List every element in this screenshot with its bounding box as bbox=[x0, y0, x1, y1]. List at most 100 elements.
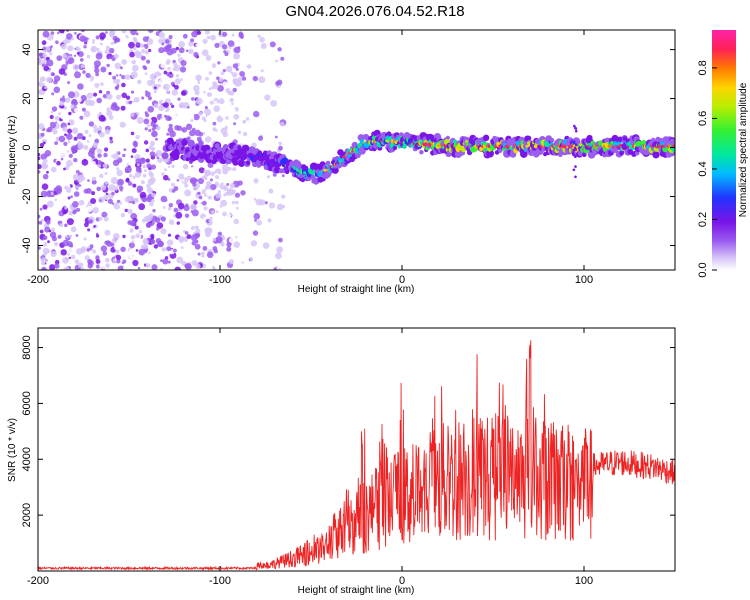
spectrogram-blob bbox=[253, 178, 259, 184]
spectrogram-blob bbox=[203, 169, 207, 173]
spectrogram-blob bbox=[257, 34, 261, 38]
spectrogram-blob bbox=[57, 31, 60, 35]
ridge-blob bbox=[300, 177, 306, 183]
spectrogram-blob bbox=[124, 196, 131, 203]
spectrogram-blob bbox=[207, 162, 214, 168]
spectrogram-blob bbox=[177, 202, 185, 210]
spectrogram-blob bbox=[212, 121, 217, 126]
spectrogram-blob bbox=[147, 30, 154, 33]
spectrogram-blob bbox=[117, 265, 124, 270]
spectrogram-blob bbox=[191, 97, 195, 101]
spectrogram-frame bbox=[37, 29, 676, 271]
spectrogram-blob bbox=[49, 52, 53, 56]
spectrogram-blob bbox=[38, 246, 41, 250]
spectrogram-blob bbox=[172, 84, 176, 88]
spectrogram-blob bbox=[42, 53, 47, 58]
spectrogram-blob bbox=[150, 239, 156, 245]
spectrogram-blob bbox=[137, 79, 142, 85]
spectrogram-blob bbox=[218, 77, 224, 82]
spectrogram-blob bbox=[143, 140, 149, 145]
spectrogram-blob bbox=[42, 247, 50, 254]
spectrogram-blob bbox=[54, 259, 60, 265]
spectrogram-blob bbox=[190, 203, 197, 211]
snr-x-ticks: -200 -100 0 100 bbox=[27, 328, 593, 587]
ridge-blob bbox=[161, 152, 169, 160]
spectrogram-blob bbox=[131, 148, 137, 154]
spectrogram-blob bbox=[58, 112, 61, 116]
spectrogram-blob bbox=[185, 49, 189, 53]
spectrogram-blob bbox=[96, 125, 99, 128]
spectrogram-blob bbox=[77, 83, 84, 90]
spectrogram-blob bbox=[65, 235, 69, 238]
spectrogram-blob bbox=[70, 254, 76, 260]
spectrogram-blob bbox=[55, 62, 59, 66]
colorbar-tick-label: 0.2 bbox=[697, 212, 709, 227]
spectrogram-blob bbox=[155, 137, 158, 141]
spectrogram-blob bbox=[271, 94, 278, 101]
spectrogram-blob bbox=[213, 249, 218, 254]
spectrogram-blob bbox=[73, 191, 80, 197]
spectrogram-blob bbox=[71, 98, 78, 105]
spectrogram-blob bbox=[91, 179, 97, 185]
spectrogram-blob bbox=[106, 63, 110, 68]
spectrogram-blob bbox=[38, 42, 44, 49]
spectrogram-blob bbox=[170, 65, 174, 69]
spectrogram-blob bbox=[178, 47, 185, 54]
spectrogram-blob bbox=[71, 127, 79, 134]
spectrogram-blob bbox=[92, 38, 95, 42]
ridge-blob bbox=[445, 135, 450, 140]
spectrogram-blob bbox=[228, 259, 234, 265]
spectrogram-blob bbox=[145, 222, 152, 228]
spectrogram-blob bbox=[130, 131, 135, 136]
spectrogram-blob bbox=[51, 92, 55, 96]
spectrogram-blob bbox=[64, 223, 68, 228]
y-tick-label: 20 bbox=[21, 92, 33, 104]
spectrogram-blob bbox=[45, 121, 51, 126]
spectrogram-blob bbox=[145, 148, 150, 153]
spectrogram-blob bbox=[142, 107, 147, 112]
spectrogram-blob bbox=[64, 97, 71, 103]
spectrogram-blob bbox=[106, 107, 111, 112]
spectrogram-blob bbox=[144, 127, 148, 131]
spectrogram-blob bbox=[108, 184, 116, 192]
spectrogram-blob bbox=[212, 237, 217, 242]
spectrogram-blob bbox=[44, 150, 52, 157]
ridge-blob bbox=[574, 129, 578, 133]
spectrogram-blob bbox=[220, 199, 228, 207]
colorbar-tick-label: 0.6 bbox=[697, 111, 709, 126]
spectrogram-blob bbox=[281, 174, 285, 178]
spectrogram-blob bbox=[163, 168, 167, 172]
spectrogram-blob bbox=[38, 214, 41, 219]
spectrogram-blob bbox=[210, 96, 215, 101]
spectrogram-blob bbox=[90, 45, 98, 53]
spectrogram-blob bbox=[149, 151, 156, 157]
spectrogram-blob bbox=[204, 106, 208, 110]
spectrogram-blob bbox=[102, 94, 107, 99]
spectrogram-blob bbox=[178, 164, 182, 168]
spectrogram-blob bbox=[41, 40, 47, 46]
spectrogram-blob bbox=[212, 55, 216, 58]
snr-y-label: SNR (10 * v/v) bbox=[7, 418, 18, 482]
spectrogram-blob bbox=[233, 35, 237, 39]
spectrogram-blob bbox=[158, 47, 165, 54]
spectrogram-blob bbox=[235, 200, 239, 205]
spectrogram-blob bbox=[233, 46, 241, 54]
spectrogram-blob bbox=[104, 49, 110, 55]
spectrogram-blob bbox=[245, 117, 250, 121]
spectrogram-blob bbox=[250, 240, 258, 247]
spectrogram-blob bbox=[166, 194, 170, 198]
spectrogram-blob bbox=[67, 140, 71, 144]
ridge-blob bbox=[486, 149, 494, 158]
spectrogram-y-ticks: -40 -20 0 20 40 bbox=[21, 43, 675, 253]
spectrogram-blob bbox=[193, 113, 200, 121]
spectrogram-blob bbox=[214, 42, 220, 49]
spectrogram-blob bbox=[210, 210, 215, 215]
spectrogram-blob bbox=[128, 41, 135, 49]
spectrogram-blob bbox=[42, 30, 50, 38]
spectrogram-blob bbox=[268, 188, 274, 194]
spectrogram-blob bbox=[46, 200, 54, 208]
spectrogram-blob bbox=[66, 133, 73, 140]
spectrogram-blob bbox=[54, 263, 60, 269]
ridge-core bbox=[303, 171, 307, 175]
spectrogram-blob bbox=[73, 136, 78, 141]
